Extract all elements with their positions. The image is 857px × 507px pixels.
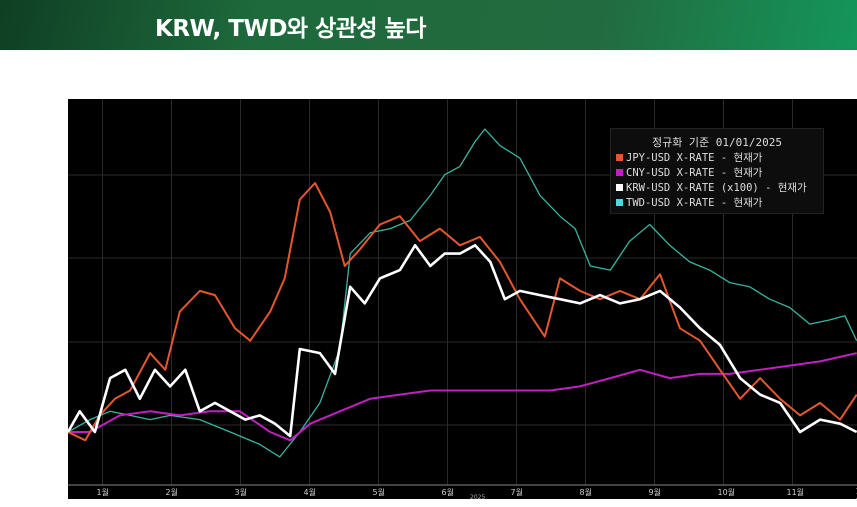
legend-item: CNY-USD X-RATE - 현재가 — [611, 165, 823, 180]
legend-swatch — [616, 154, 623, 161]
series-line-jpy-usd — [68, 183, 857, 440]
x-axis-label: 2025 — [470, 494, 485, 501]
x-tick-label: 3월 — [235, 487, 247, 498]
x-tick-label: 4월 — [304, 487, 316, 498]
x-tick-label: 5월 — [373, 487, 385, 498]
slide-title: KRW, TWD와 상관성 높다 — [155, 9, 426, 43]
legend-item: TWD-USD X-RATE - 현재가 — [611, 195, 823, 210]
x-tick-label: 7월 — [511, 487, 523, 498]
x-tick-label: 1월 — [97, 487, 109, 498]
x-tick-label: 11월 — [787, 487, 805, 498]
slide-header: KRW, TWD와 상관성 높다 — [0, 0, 857, 50]
x-tick-label: 6월 — [442, 487, 454, 498]
legend-item: KRW-USD X-RATE (x100) - 현재가 — [611, 180, 823, 195]
legend-label: CNY-USD X-RATE - 현재가 — [626, 165, 762, 180]
legend-title: 정규화 기준 01/01/2025 — [611, 134, 823, 150]
x-tick-label: 9월 — [649, 487, 661, 498]
legend-label: TWD-USD X-RATE - 현재가 — [626, 195, 762, 210]
legend-swatch — [616, 199, 623, 206]
x-tick-label: 2월 — [166, 487, 178, 498]
x-tick-label: 8월 — [580, 487, 592, 498]
legend-label: JPY-USD X-RATE - 현재가 — [626, 150, 762, 165]
x-tick-label: 10월 — [718, 487, 736, 498]
series-line-krw-usd — [68, 245, 857, 436]
legend-label: KRW-USD X-RATE (x100) - 현재가 — [626, 180, 807, 195]
legend-item: JPY-USD X-RATE - 현재가 — [611, 150, 823, 165]
legend-swatch — [616, 169, 623, 176]
legend-swatch — [616, 184, 623, 191]
